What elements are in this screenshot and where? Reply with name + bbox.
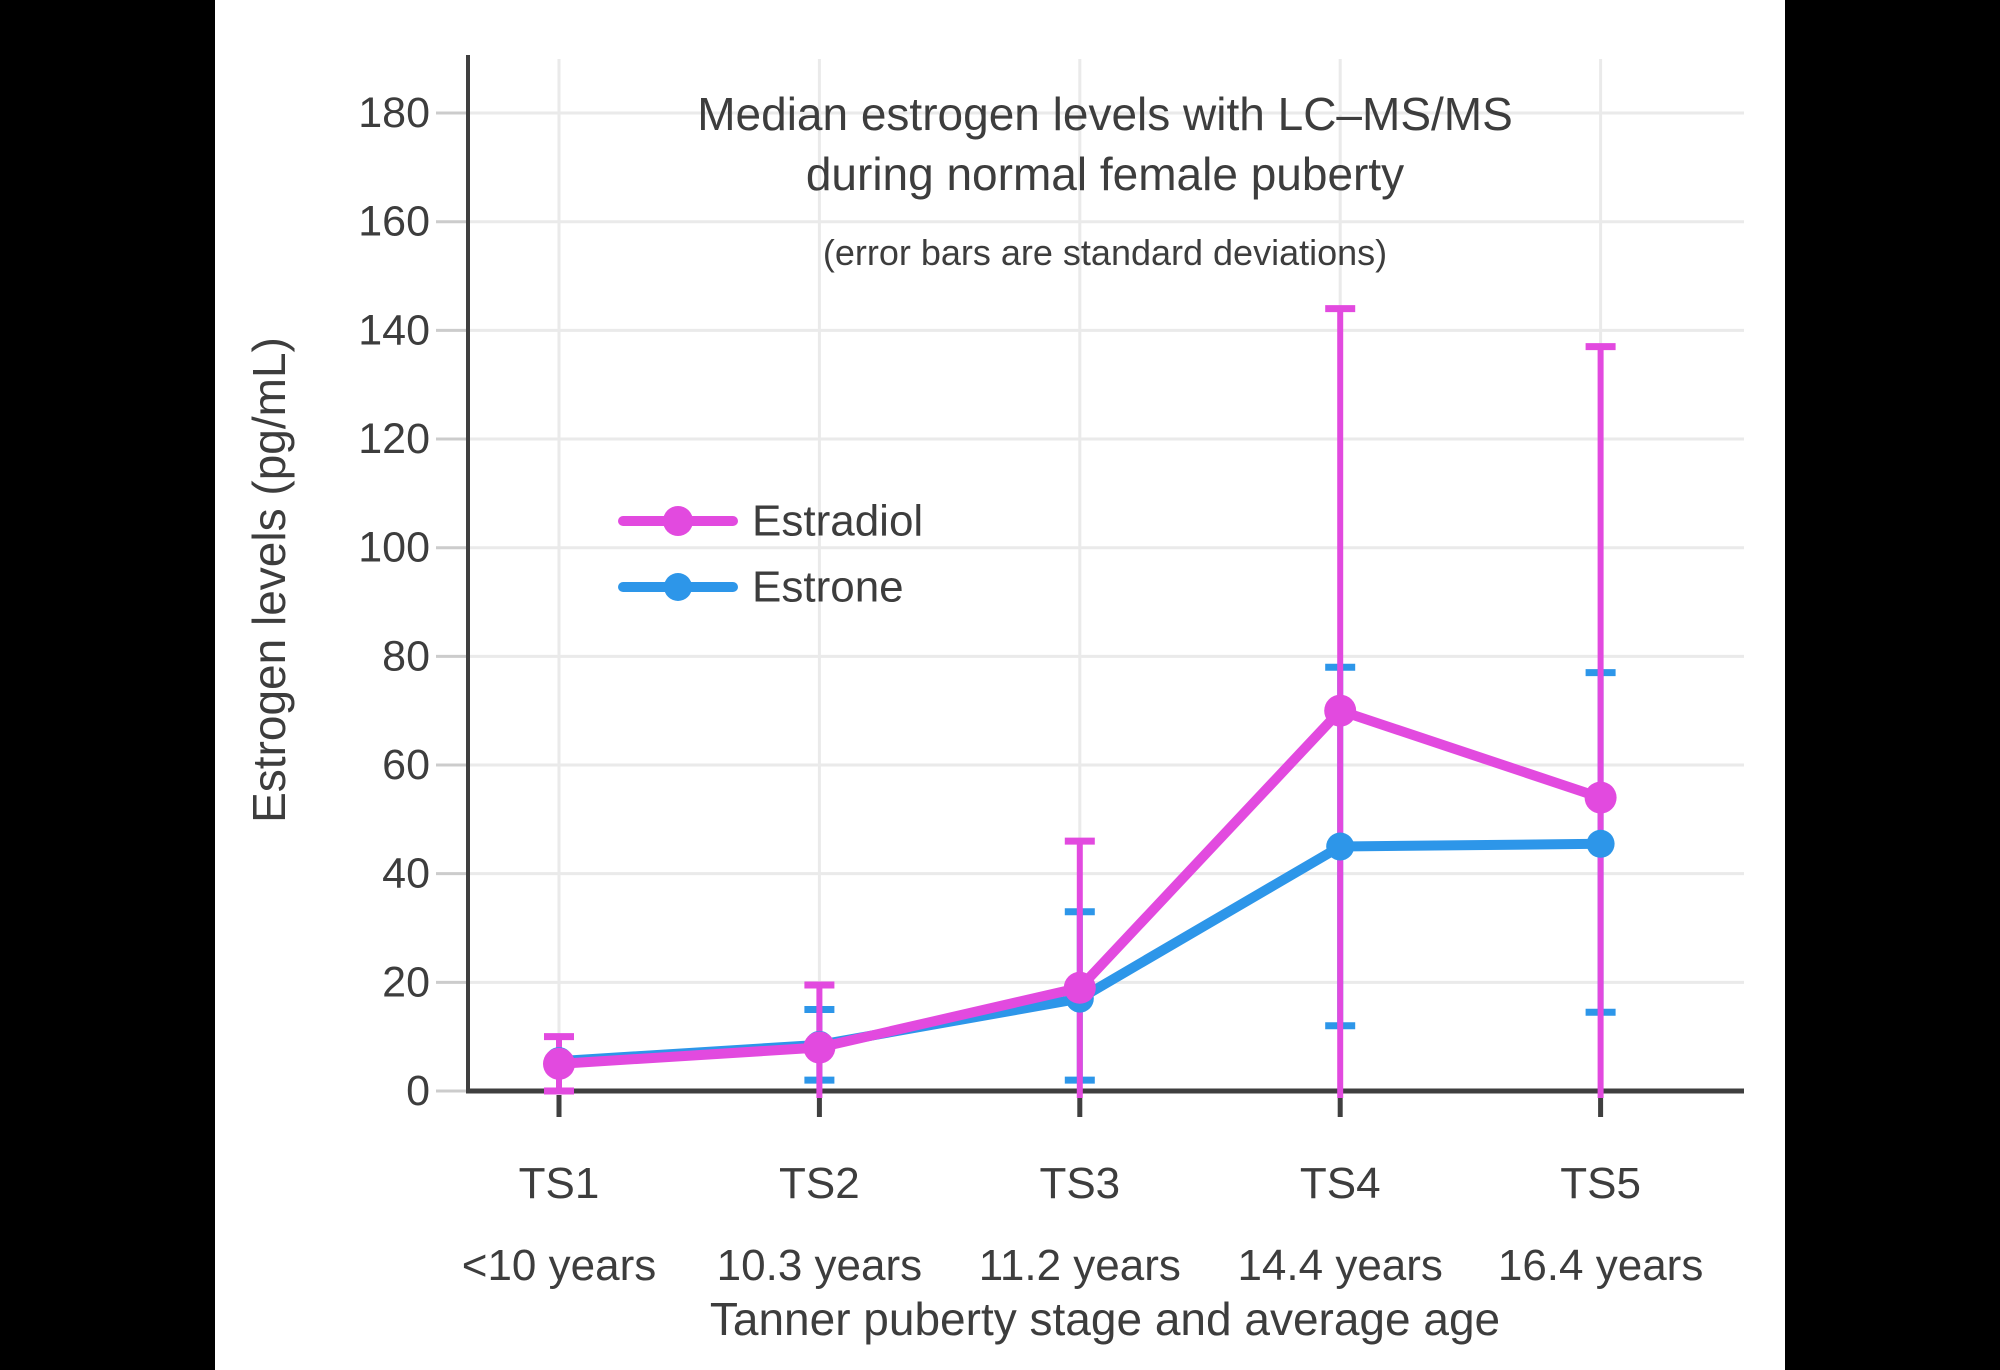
y-tick-label-180: 180 bbox=[358, 89, 430, 137]
data-point-estradiol-TS1 bbox=[543, 1047, 575, 1080]
x-category-label-TS5: TS5 bbox=[1560, 1159, 1641, 1208]
y-tick-label-120: 120 bbox=[358, 415, 430, 463]
data-point-estradiol-TS5 bbox=[1584, 781, 1617, 814]
data-point-estradiol-TS2 bbox=[803, 1031, 836, 1064]
y-tick-label-60: 60 bbox=[382, 741, 430, 789]
legend: Estradiol Estrone bbox=[618, 497, 923, 612]
data-point-estradiol-TS3 bbox=[1063, 971, 1096, 1004]
x-axis-title: Tanner puberty stage and average age bbox=[710, 1293, 1500, 1345]
x-category-label-TS2: TS2 bbox=[779, 1159, 860, 1208]
data-point-estrone-TS4 bbox=[1326, 832, 1355, 861]
axes-group bbox=[436, 55, 1744, 1117]
x-age-label-TS3: 11.2 years bbox=[979, 1241, 1181, 1290]
y-tick-label-140: 140 bbox=[358, 306, 430, 354]
y-tick-label-0: 0 bbox=[406, 1067, 430, 1115]
y-tick-label-100: 100 bbox=[358, 524, 430, 572]
data-point-estradiol-TS4 bbox=[1324, 694, 1357, 727]
y-tick-labels-group: 0 20 40 60 80 100 120 140 160 180 bbox=[358, 89, 430, 1115]
legend-estradiol-dot bbox=[663, 506, 693, 536]
x-category-label-TS3: TS3 bbox=[1039, 1159, 1120, 1208]
chart-subtitle: (error bars are standard deviations) bbox=[823, 232, 1387, 273]
x-age-label-TS2: 10.3 years bbox=[717, 1241, 922, 1290]
legend-estradiol-label: Estradiol bbox=[752, 497, 923, 546]
x-age-label-TS1: <10 years bbox=[462, 1241, 656, 1290]
gridlines-group bbox=[468, 59, 1744, 1091]
x-category-labels-group: TS1 <10 years TS2 10.3 years TS3 11.2 years TS… bbox=[462, 1159, 1704, 1290]
legend-estrone-label: Estrone bbox=[752, 563, 904, 612]
x-category-label-TS1: TS1 bbox=[519, 1159, 600, 1208]
y-tick-label-40: 40 bbox=[382, 850, 430, 898]
x-age-label-TS5: 16.4 years bbox=[1498, 1241, 1703, 1290]
x-age-label-TS4: 14.4 years bbox=[1237, 1241, 1442, 1290]
chart-title-line2: during normal female puberty bbox=[806, 148, 1404, 200]
y-tick-label-80: 80 bbox=[382, 632, 430, 680]
x-category-label-TS4: TS4 bbox=[1300, 1159, 1381, 1208]
y-axis-title: Estrogen levels (pg/mL) bbox=[243, 337, 295, 823]
legend-estrone-dot bbox=[664, 573, 692, 601]
data-point-estrone-TS5 bbox=[1586, 829, 1615, 858]
y-tick-label-160: 160 bbox=[358, 198, 430, 246]
plot-card-background bbox=[215, 0, 1785, 1370]
series-lines-group bbox=[543, 694, 1617, 1080]
y-tick-label-20: 20 bbox=[382, 958, 430, 1006]
chart-title-line1: Median estrogen levels with LC–MS/MS bbox=[697, 88, 1513, 140]
